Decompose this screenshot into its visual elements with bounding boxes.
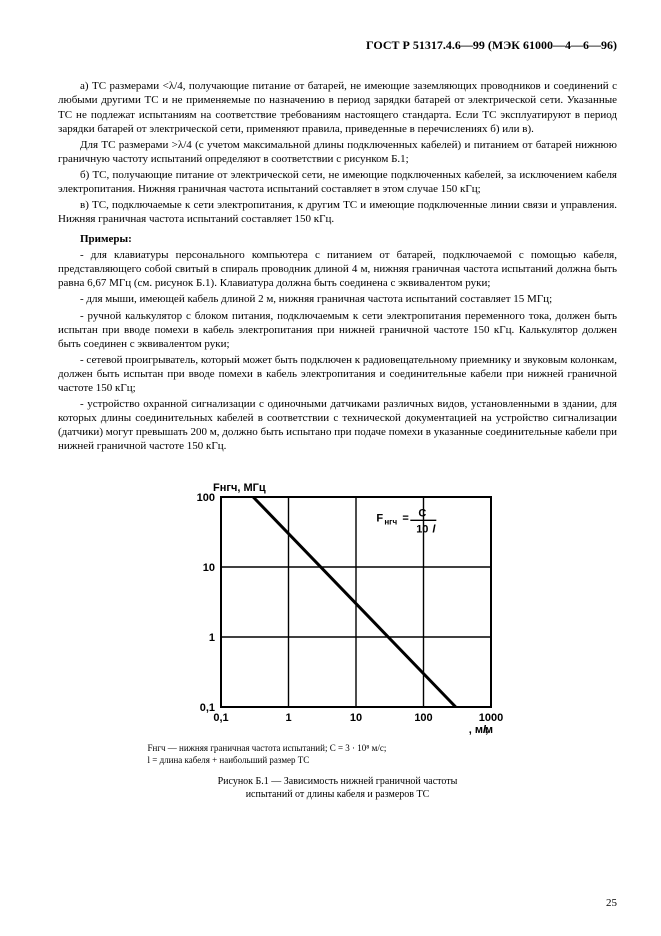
- example-5: - устройство охранной сигнализации с оди…: [58, 397, 617, 453]
- examples-heading: Примеры:: [58, 232, 617, 246]
- svg-text:1: 1: [285, 712, 291, 724]
- caption-line1: Fнгч — нижняя граничная частота испытани…: [148, 743, 528, 755]
- svg-text:=: =: [402, 513, 408, 525]
- figure-title-line1: Рисунок Б.1 — Зависимость нижней граничн…: [148, 775, 528, 788]
- svg-text:м: м: [484, 724, 492, 735]
- svg-text:1: 1: [208, 632, 214, 644]
- svg-text:1000: 1000: [478, 712, 502, 724]
- para-a: а) ТС размерами <λ/4, получающие питание…: [58, 79, 617, 135]
- svg-text:Fнгч, МГц: Fнгч, МГц: [213, 482, 266, 494]
- svg-text:нгч: нгч: [384, 518, 397, 527]
- example-2: - для мыши, имеющей кабель длиной 2 м, н…: [58, 292, 617, 306]
- svg-text:10: 10: [349, 712, 361, 724]
- svg-text:10: 10: [416, 524, 428, 536]
- example-4: - сетевой проигрыватель, который может б…: [58, 353, 617, 395]
- svg-text:l: l: [432, 524, 436, 536]
- figure-title-line2: испытаний от длины кабеля и размеров ТС: [148, 788, 528, 801]
- svg-text:10: 10: [202, 562, 214, 574]
- example-1: - для клавиатуры персонального компьютер…: [58, 248, 617, 290]
- para-b: б) ТС, получающие питание от электрическ…: [58, 168, 617, 196]
- para-a2: Для ТС размерами >λ/4 (с учетом максимал…: [58, 138, 617, 166]
- chart-svg: 0,111010010000,1110100Fнгч, МГц, мl, мFн…: [173, 475, 503, 735]
- doc-header: ГОСТ Р 51317.4.6—99 (МЭК 61000—4—6—96): [58, 38, 617, 53]
- page-number: 25: [606, 896, 617, 910]
- svg-text:C: C: [418, 508, 426, 520]
- svg-text:0,1: 0,1: [213, 712, 228, 724]
- svg-text:0,1: 0,1: [199, 702, 214, 714]
- figure-caption: Fнгч — нижняя граничная частота испытани…: [148, 743, 528, 766]
- caption-line2: l = длина кабеля + наибольший размер ТС: [148, 755, 528, 767]
- svg-text:100: 100: [414, 712, 432, 724]
- svg-text:, м: , м: [468, 724, 482, 735]
- chart-figure: 0,111010010000,1110100Fнгч, МГц, мl, мFн…: [173, 475, 503, 735]
- figure-title: Рисунок Б.1 — Зависимость нижней граничн…: [148, 775, 528, 801]
- para-c: в) ТС, подключаемые к сети электропитани…: [58, 198, 617, 226]
- example-3: - ручной калькулятор с блоком питания, п…: [58, 309, 617, 351]
- svg-text:F: F: [376, 513, 383, 525]
